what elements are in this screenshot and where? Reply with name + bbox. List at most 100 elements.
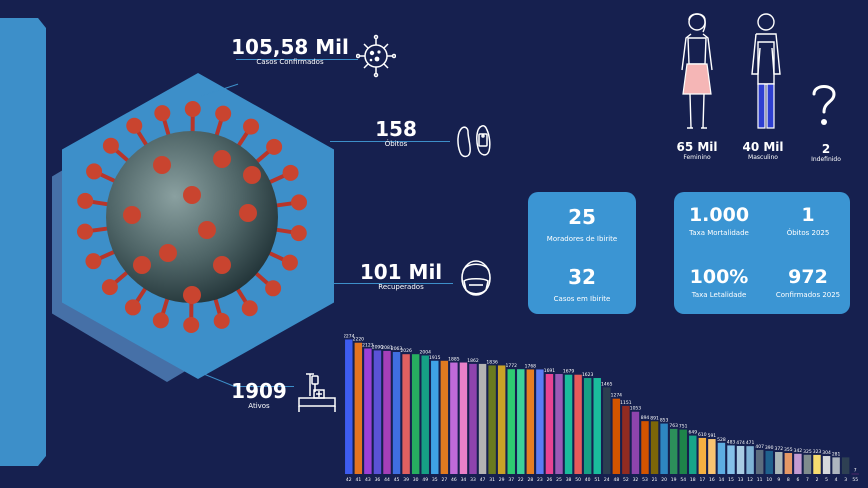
bar-9[interactable] [775,452,783,474]
bar-48[interactable] [612,398,621,474]
bar-value-label: 323 [813,449,822,455]
bar-27[interactable] [440,360,449,474]
kpi-active: 1909 Ativos [228,380,290,411]
bar-54[interactable] [679,429,687,474]
bar-44[interactable] [383,350,391,474]
bar-value-label: 390 [765,445,774,451]
bar-7[interactable] [803,454,812,474]
bar-category-label: 32 [633,477,639,483]
bar-value-label: 1151 [620,400,632,406]
gender-male: 40 Mil Masculino [734,140,792,162]
bar-value-label: 407 [755,444,764,450]
bar-value-label: 649 [688,430,697,436]
bar-18[interactable] [689,435,697,474]
bar-category-label: 48 [613,477,619,483]
gender-female: 65 Mil Feminino [668,140,726,162]
virus-spike-head [265,280,282,297]
bar-45[interactable] [392,352,401,474]
bar-36[interactable] [373,350,382,474]
mortality-cell: 1.000 Taxa Mortalidade [674,204,764,238]
bar-50[interactable] [574,374,582,474]
bar-51[interactable] [593,378,601,474]
bar-16[interactable] [708,439,716,474]
bar-8[interactable] [784,453,793,474]
bar-value-label: 1691 [544,368,556,374]
bar-category-label: 33 [470,477,476,483]
bar-value-label: 2081 [381,345,393,351]
kpi-deaths: 158 Óbitos [366,118,426,149]
virus-protein [243,166,261,184]
bar-17[interactable] [698,437,707,474]
bar-value-label: 1053 [630,406,642,412]
bar-31[interactable] [488,365,496,474]
bar-23[interactable] [536,369,544,474]
cases-value: 32 [568,265,596,289]
bar-category-label: 21 [652,477,658,483]
bar-15[interactable] [727,445,735,474]
male-figure-icon [751,13,781,129]
bar-49[interactable] [421,355,429,475]
bar-category-label: 16 [709,477,715,483]
bar-34[interactable] [459,362,468,474]
bar-category-label: 25 [556,477,562,483]
bar-43[interactable] [364,348,372,474]
face-mask-icon [461,260,491,296]
bar-30[interactable] [411,354,420,474]
bar-46[interactable] [450,362,458,474]
bar-19[interactable] [669,428,678,474]
bar-category-label: 7 [806,477,809,483]
bar-52[interactable] [622,405,630,474]
bar-22[interactable] [517,369,525,474]
bar-55[interactable] [851,473,859,475]
virus-spike-head [213,312,230,329]
bar-25[interactable] [555,374,563,474]
bar-26[interactable] [545,374,554,474]
bar-12[interactable] [746,446,754,474]
bar-53[interactable] [641,421,649,474]
gender-male-value: 40 Mil [742,140,784,154]
bar-41[interactable] [354,342,363,474]
bar-32[interactable] [631,411,640,474]
bar-35[interactable] [431,360,439,474]
side-panel-tab[interactable] [0,18,46,466]
bar-28[interactable] [526,369,535,474]
bar-category-label: 14 [719,477,725,483]
bar-37[interactable] [507,369,515,474]
kpi-confirmed-label: Casos Confirmados [256,58,324,66]
card-ibirite: 25 Moradores de Ibirite 32 Casos em Ibir… [528,192,636,314]
deaths-2025-label: Óbitos 2025 [786,229,830,237]
bar-47[interactable] [478,363,487,474]
bar-value-label: 1885 [448,357,460,363]
deaths-2025-value: 1 [801,204,815,226]
bar-category-label: 15 [728,477,734,483]
bar-5[interactable] [822,456,831,474]
bar-6[interactable] [794,453,802,474]
bar-2[interactable] [813,454,821,474]
bar-category-label: 49 [422,477,428,483]
virus-protein [159,244,177,262]
bar-21[interactable] [650,421,659,474]
bar-category-label: 36 [375,477,381,483]
lethality-label: Taxa Letalidade [691,291,747,299]
bar-24[interactable] [603,387,611,474]
bar-11[interactable] [755,449,764,474]
bar-39[interactable] [402,354,410,474]
bar-29[interactable] [497,365,506,474]
bar-category-label: 50 [575,477,581,483]
residents-value: 25 [568,205,596,229]
bar-3[interactable] [841,457,850,474]
bar-38[interactable] [564,374,573,474]
bar-10[interactable] [765,450,773,474]
bar-value-label: 471 [746,440,755,446]
bar-33[interactable] [469,363,477,474]
bar-42[interactable] [345,339,353,474]
bar-4[interactable] [832,457,840,474]
virus-spike-head [86,163,103,180]
bar-20[interactable] [660,423,668,474]
bar-14[interactable] [717,442,726,474]
bar-40[interactable] [583,378,592,474]
gender-female-value: 65 Mil [676,140,718,154]
bar-value-label: 853 [660,418,669,424]
bar-category-label: 6 [796,477,799,483]
bar-13[interactable] [736,445,745,474]
